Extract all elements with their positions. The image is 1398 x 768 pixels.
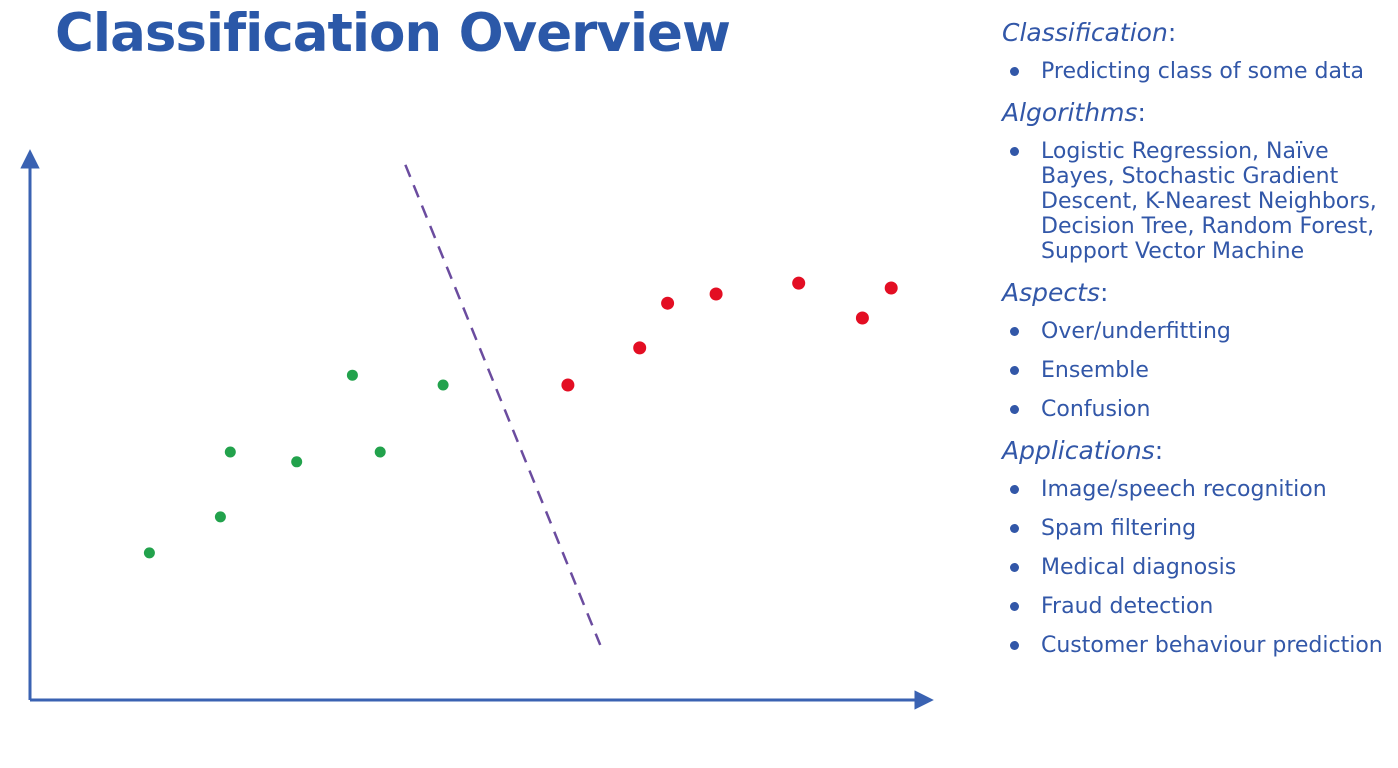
section-heading-colon: : (1167, 18, 1177, 47)
data-point-red-class (633, 341, 647, 355)
sidebar: Classification: Predicting class of some … (1002, 18, 1394, 672)
bullet-text: Spam filtering (1041, 516, 1197, 541)
data-point-red-class (792, 276, 806, 290)
list-item: Customer behaviour prediction (1002, 633, 1394, 658)
data-point-red-class (884, 281, 898, 295)
data-point-green-class (214, 511, 226, 523)
section-heading-text: Applications (1002, 436, 1155, 465)
section-heading-text: Aspects (1002, 278, 1100, 307)
section-heading-colon: : (1137, 98, 1146, 127)
bullet-icon (1010, 524, 1019, 533)
bullet-icon (1010, 67, 1019, 76)
bullet-icon (1010, 602, 1019, 611)
data-point-green-class (346, 369, 358, 381)
slide-title: Classification Overview (55, 3, 731, 64)
data-point-green-class (224, 446, 236, 458)
section-heading-colon: : (1154, 436, 1164, 465)
section-heading-text: Classification (1002, 18, 1168, 47)
bullet-text: Customer behaviour prediction (1041, 633, 1383, 658)
bullet-icon (1010, 485, 1019, 494)
section-heading-applications: Applications: (1002, 436, 1394, 465)
data-point-red-class (709, 287, 723, 301)
data-point-red-class (561, 378, 575, 392)
decision-boundary-line (404, 164, 602, 646)
data-point-green-class (143, 547, 155, 559)
list-item: Logistic Regression, Naïve Bayes, Stocha… (1002, 139, 1394, 264)
list-item: Predicting class of some data (1002, 59, 1394, 84)
bullet-list: Predicting class of some data (1002, 59, 1394, 84)
data-point-green-class (374, 446, 386, 458)
data-point-red-class (661, 296, 675, 310)
bullet-list: Logistic Regression, Naïve Bayes, Stocha… (1002, 139, 1394, 264)
bullet-text: Confusion (1041, 397, 1151, 422)
list-item: Fraud detection (1002, 594, 1394, 619)
bullet-icon (1010, 641, 1019, 650)
data-point-red-class (855, 311, 869, 325)
bullet-text: Medical diagnosis (1041, 555, 1237, 580)
section-heading-algorithms: Algorithms: (1002, 98, 1394, 127)
bullet-icon (1010, 405, 1019, 414)
bullet-icon (1010, 147, 1019, 156)
list-item: Spam filtering (1002, 516, 1394, 541)
section-heading-aspects: Aspects: (1002, 278, 1394, 307)
bullet-icon (1010, 327, 1019, 336)
bullet-text: Over/underfitting (1041, 319, 1231, 344)
list-item: Medical diagnosis (1002, 555, 1394, 580)
section-heading-text: Algorithms (1002, 98, 1138, 127)
list-item: Confusion (1002, 397, 1394, 422)
bullet-text: Image/speech recognition (1041, 477, 1327, 502)
section-heading-colon: : (1099, 278, 1109, 307)
bullet-list: Over/underfitting Ensemble Confusion (1002, 319, 1394, 422)
bullet-text: Fraud detection (1041, 594, 1214, 619)
bullet-text: Ensemble (1041, 358, 1149, 383)
bullet-list: Image/speech recognition Spam filtering Me… (1002, 477, 1394, 658)
bullet-icon (1010, 563, 1019, 572)
bullet-text: Logistic Regression, Naïve Bayes, Stocha… (1041, 139, 1377, 264)
scatter-plot-region (0, 130, 960, 730)
scatter-plot (20, 149, 934, 710)
list-item: Over/underfitting (1002, 319, 1394, 344)
bullet-icon (1010, 366, 1019, 375)
section-heading-classification: Classification: (1002, 18, 1394, 47)
data-point-green-class (291, 456, 303, 468)
data-point-green-class (437, 379, 449, 391)
list-item: Ensemble (1002, 358, 1394, 383)
list-item: Image/speech recognition (1002, 477, 1394, 502)
bullet-text: Predicting class of some data (1041, 59, 1365, 84)
